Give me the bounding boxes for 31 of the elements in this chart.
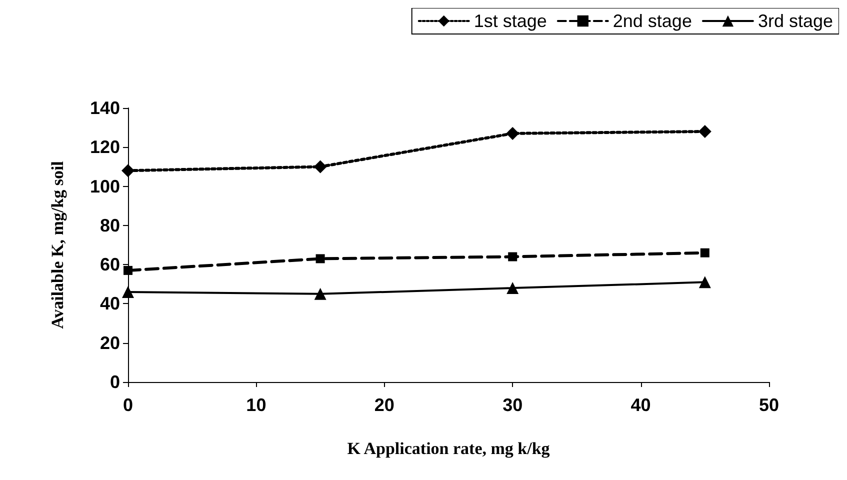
y-tick-label: 80 [100, 215, 120, 236]
y-tick-label: 0 [110, 372, 120, 392]
legend-label: 1st stage [474, 11, 547, 31]
y-tick-label: 40 [100, 294, 120, 314]
x-tick-label: 50 [758, 395, 780, 415]
x-tick-label: 20 [374, 395, 394, 415]
legend-label: 2nd stage [612, 11, 692, 31]
point [122, 286, 134, 298]
point [316, 254, 325, 264]
x-tick-label: 10 [246, 395, 266, 415]
point [700, 248, 710, 258]
y-tick-label: 120 [90, 137, 120, 158]
point [506, 126, 520, 140]
point [698, 276, 711, 288]
point [124, 266, 132, 275]
y-axis-title: Available K, mg/kg soil [48, 160, 67, 329]
y-tick-label: 140 [90, 98, 120, 118]
y-tick-label: 60 [100, 254, 120, 275]
point [122, 164, 134, 178]
point [314, 160, 327, 174]
x-axis-title: K Application rate, mg k/kg [347, 439, 550, 458]
y-tick-label: 20 [100, 332, 120, 353]
point [698, 124, 712, 138]
legend-label: 3rd stage [758, 11, 834, 31]
x-tick-label: 0 [122, 395, 134, 415]
point [314, 288, 326, 300]
x-tick-label: 40 [630, 395, 651, 415]
y-tick-label: 100 [90, 176, 120, 196]
point [508, 252, 518, 262]
x-tick-label: 30 [502, 395, 523, 415]
point [506, 282, 519, 294]
